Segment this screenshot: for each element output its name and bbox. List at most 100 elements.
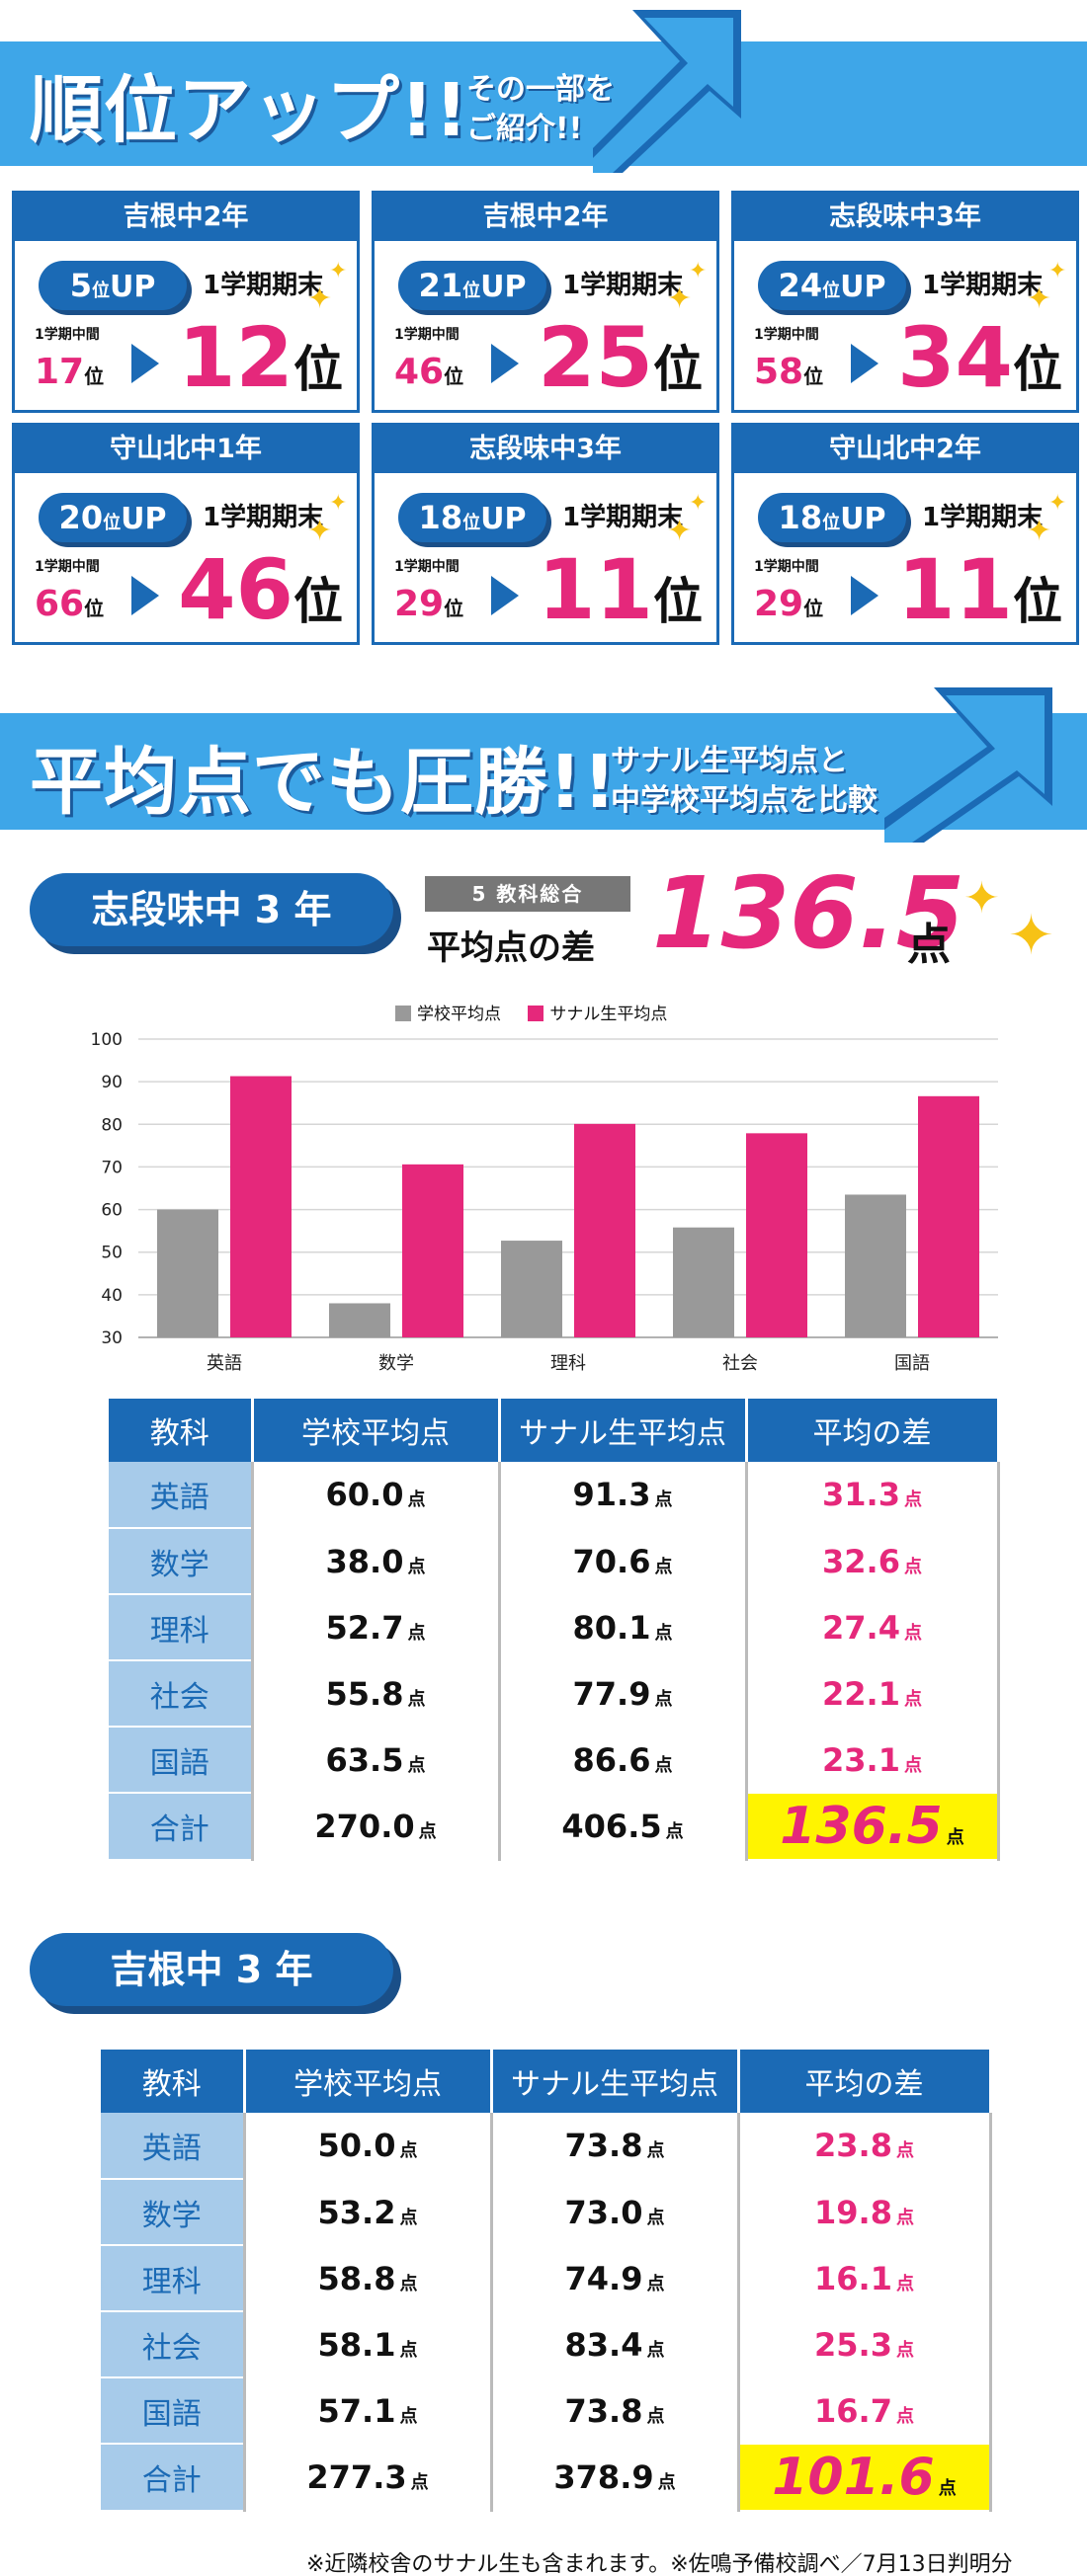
score-unit: 点 <box>895 2339 914 2361</box>
score-value: 101.6 <box>772 2448 935 2507</box>
score-unit: 点 <box>407 1754 426 1776</box>
mid-rank-value: 17 <box>35 352 85 392</box>
sparkle-icon: ✦ <box>667 282 693 316</box>
rank-suffix: 位 <box>653 573 703 630</box>
score-value: 73.0 <box>564 2193 643 2231</box>
chart-bar <box>673 1227 734 1337</box>
mid-term-label: 1学期中間 <box>754 559 819 575</box>
up-count: 18 <box>778 499 823 536</box>
score-cell: 73.8 点 <box>491 2113 740 2180</box>
score-value: 270.0 <box>314 1808 415 1845</box>
up-count: 20 <box>58 499 104 536</box>
rank-up-banner: 順位アップ!! その一部を ご紹介!! <box>0 0 1087 173</box>
banner-band <box>0 41 1087 166</box>
score-unit: 点 <box>665 1821 684 1842</box>
mid-term-label: 1学期中間 <box>35 327 100 343</box>
score-unit: 点 <box>938 2478 957 2499</box>
score-cell: 83.4 点 <box>491 2311 740 2378</box>
chart-legend: 学校平均点 サナル生平均点 <box>395 1000 689 1024</box>
score-cell: 406.5 点 <box>499 1793 748 1861</box>
total-diff-unit: 点 <box>907 920 951 970</box>
comparison-table: 教科 学校平均点 サナル生平均点 平均の差 英語 60.0 点 91.3 点 31.3 点数学 38.… <box>109 1399 1000 1861</box>
y-tick-label: 30 <box>101 1328 123 1348</box>
mid-term-rank: 58位 <box>754 352 823 392</box>
card-school: 吉根中2年 <box>15 194 357 241</box>
up-word: UP <box>109 270 156 304</box>
table-header-cell: 教科 <box>101 2050 246 2113</box>
score-cell: 73.8 点 <box>491 2377 740 2445</box>
score-unit: 点 <box>903 1754 922 1776</box>
rank-suffix: 位 <box>803 364 824 388</box>
rank-up-badge: 5位UP <box>39 261 187 310</box>
y-tick-label: 100 <box>91 1030 123 1050</box>
table-row: 英語 60.0 点 91.3 点 31.3 点 <box>109 1462 1000 1529</box>
score-value: 60.0 <box>325 1476 404 1513</box>
chart-bar <box>501 1241 562 1337</box>
subject-cell: 数学 <box>109 1528 254 1595</box>
rank-suffix: 位 <box>444 364 464 388</box>
rank-card: 吉根中2年 5位UP 1学期期末 ✦ ✦ 1学期中間 17位 12位 <box>12 191 360 413</box>
sparkle-icon: ✦ <box>329 259 348 283</box>
card-school: 吉根中2年 <box>375 194 716 241</box>
x-tick-label: 社会 <box>722 1353 758 1374</box>
score-unit: 点 <box>646 2273 665 2294</box>
subject-cell: 社会 <box>101 2311 246 2378</box>
score-unit: 点 <box>399 2207 418 2228</box>
table-header-cell: 平均の差 <box>746 1399 1000 1462</box>
score-value: 32.6 <box>822 1542 900 1580</box>
score-value: 91.3 <box>572 1476 651 1513</box>
legend-swatch <box>395 1006 411 1021</box>
score-value: 57.1 <box>317 2391 396 2430</box>
diff-label: 平均点の差 <box>427 928 595 968</box>
subject-cell: 英語 <box>101 2113 246 2180</box>
table-header-cell: 教科 <box>109 1399 254 1462</box>
card-school: 守山北中2年 <box>734 426 1076 473</box>
rank-suffix: 位 <box>803 597 824 620</box>
score-value: 73.8 <box>564 2391 643 2430</box>
mid-term-rank: 29位 <box>754 584 823 624</box>
mid-term-rank: 29位 <box>394 584 463 624</box>
chart-bar <box>746 1133 807 1337</box>
legend-label: サナル生平均点 <box>549 1005 668 1024</box>
score-unit: 点 <box>946 1827 964 1848</box>
chart-bar <box>845 1194 906 1337</box>
score-unit: 点 <box>895 2140 914 2161</box>
score-value: 136.5 <box>780 1797 943 1856</box>
rank-up-badge: 21位UP <box>398 261 546 310</box>
score-unit: 点 <box>646 2140 665 2161</box>
score-unit: 点 <box>399 2273 418 2294</box>
score-value: 38.0 <box>325 1542 404 1580</box>
rank-suffix: 位 <box>1013 573 1062 630</box>
table-header-cell: 平均の差 <box>738 2050 992 2113</box>
rank-up-badge: 20位UP <box>39 493 187 542</box>
rank-card: 吉根中2年 21位UP 1学期期末 ✦ ✦ 1学期中間 46位 25位 <box>372 191 719 413</box>
final-rank-value: 11 <box>897 541 1013 638</box>
score-unit: 点 <box>903 1622 922 1644</box>
score-unit: 点 <box>407 1556 426 1577</box>
score-cell: 53.2 点 <box>244 2179 493 2246</box>
score-value: 277.3 <box>306 2458 407 2496</box>
final-rank-value: 25 <box>538 309 653 406</box>
legend-swatch <box>528 1006 544 1021</box>
banner-title: 順位アップ!! <box>30 68 469 153</box>
score-unit: 点 <box>646 2207 665 2228</box>
mid-rank-value: 29 <box>394 584 445 624</box>
final-rank-value: 46 <box>178 541 293 638</box>
table-row: 理科 52.7 点 80.1 点 27.4 点 <box>109 1594 1000 1661</box>
arrow-right-icon <box>851 576 878 615</box>
banner-subtitle-line2: ご紹介!! <box>466 112 583 146</box>
banner-title: 平均点でも圧勝!! <box>30 740 618 825</box>
comparison-table: 教科 学校平均点 サナル生平均点 平均の差 英語 50.0 点 73.8 点 23.8 点数学 53.… <box>101 2050 992 2512</box>
arrow-up-right-icon <box>884 687 1052 843</box>
score-cell: 23.8 点 <box>738 2113 992 2180</box>
score-cell: 27.4 点 <box>746 1594 1000 1661</box>
final-term-rank: 11位 <box>897 542 1062 649</box>
mid-term-label: 1学期中間 <box>394 559 460 575</box>
score-value: 23.1 <box>822 1740 900 1779</box>
score-value: 58.1 <box>317 2325 396 2364</box>
final-term-rank: 11位 <box>538 542 703 649</box>
final-rank-value: 12 <box>178 309 293 406</box>
score-unit: 点 <box>654 1754 673 1776</box>
up-word: UP <box>480 502 527 536</box>
score-value: 63.5 <box>325 1740 404 1779</box>
